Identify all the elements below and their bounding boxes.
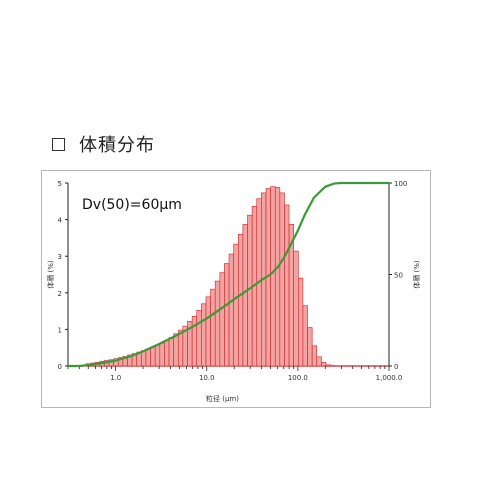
y-right-tick-label: 100 (394, 180, 407, 188)
histogram-bar (302, 305, 308, 367)
x-tick-label: 1.0 (110, 374, 121, 382)
histogram-bar (270, 186, 276, 367)
histogram-bar (284, 204, 290, 367)
y-left-tick-label: 4 (58, 217, 63, 225)
histogram-bar (145, 348, 151, 367)
histogram-bar (321, 362, 327, 367)
histogram-bar (293, 250, 299, 367)
histogram-bar (279, 192, 285, 367)
y-left-tick-label: 5 (58, 180, 62, 188)
y-left-tick-label: 0 (58, 363, 62, 371)
histogram-bar (205, 296, 211, 367)
y-left-tick-label: 2 (58, 290, 62, 298)
histogram-bar (311, 345, 318, 367)
chart-frame: 0 1 2 3 4 5 0 50 100 1.0 10.0 100.0 1,000.0 Dv(50)=60… (41, 170, 431, 408)
histogram-bar (173, 333, 179, 367)
x-axis-title: 粒径 (µm) (206, 394, 239, 403)
y-right-axis-title: 体積 (%) (412, 260, 421, 289)
histogram-bar (196, 310, 202, 367)
histogram-bar (224, 263, 230, 367)
histogram-bar (307, 327, 313, 367)
y-left-axis-title: 体積 (%) (46, 260, 55, 289)
histogram-bar (164, 340, 170, 367)
histogram-bar (316, 356, 322, 367)
histogram-bar (228, 253, 234, 367)
y-right-tick-label: 50 (394, 272, 403, 280)
histogram-bar (274, 187, 281, 367)
histogram-bar (298, 277, 304, 367)
histogram-bar (201, 303, 207, 367)
histogram-bar (214, 280, 221, 367)
y-right-tick-label: 0 (394, 363, 398, 371)
section-heading: 体積分布 (52, 131, 155, 157)
histogram-bar (233, 243, 239, 367)
dv50-annotation: Dv(50)=60µm (82, 197, 182, 213)
histogram-bar (219, 272, 225, 367)
histogram-bar (159, 342, 165, 367)
cumulative-line (68, 181, 389, 368)
y-left-tick-label: 1 (58, 326, 62, 334)
histogram-bar (150, 346, 156, 367)
checkbox-icon[interactable] (52, 137, 65, 151)
section-title: 体積分布 (79, 135, 155, 156)
histogram-bar (210, 288, 216, 367)
histogram-bar (237, 233, 244, 367)
x-tick-label: 100.0 (288, 374, 308, 382)
histogram-bar (168, 337, 174, 367)
histogram-bar (154, 344, 161, 367)
x-tick-label: 1,000.0 (376, 374, 403, 382)
histogram-bar (242, 224, 248, 367)
y-left-tick-label: 3 (58, 253, 62, 261)
histogram-bar (325, 364, 331, 367)
x-tick-label: 10.0 (199, 374, 215, 382)
histogram-bar (177, 329, 184, 367)
